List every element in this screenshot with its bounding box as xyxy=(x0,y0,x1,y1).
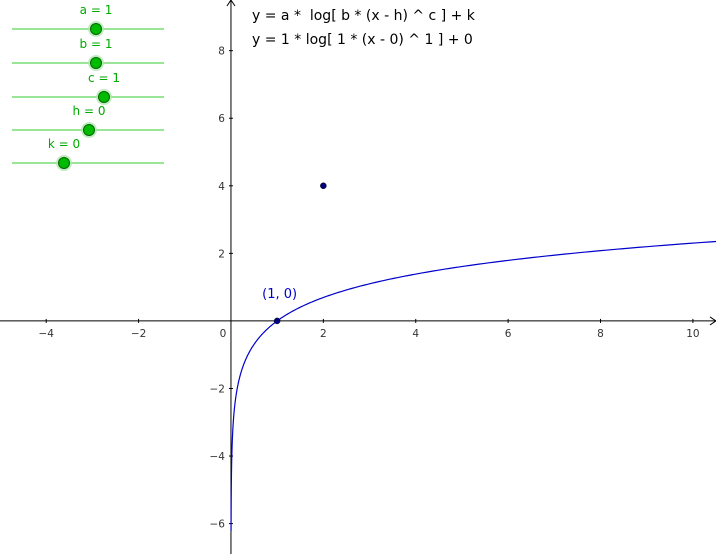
x-tick-label: 2 xyxy=(320,328,327,340)
slider-label: a = 1 xyxy=(80,3,113,17)
y-axis-arrow xyxy=(226,0,236,7)
x-tick-label: 4 xyxy=(412,328,419,340)
slider-knob[interactable] xyxy=(83,124,95,136)
slider-label: c = 1 xyxy=(88,71,120,85)
y-tick-label: −2 xyxy=(209,383,224,395)
general-formula: y = a * log[ b * (x - h) ^ c ] + k xyxy=(252,8,475,24)
x-tick-label: 8 xyxy=(597,328,604,340)
y-tick-label: −6 xyxy=(209,519,225,531)
slider-c[interactable]: c = 1 xyxy=(12,71,164,105)
slider-knob[interactable] xyxy=(98,91,110,103)
slider-label: h = 0 xyxy=(73,104,106,118)
point-label: (1, 0) xyxy=(262,287,297,302)
y-tick-label: −4 xyxy=(209,451,225,463)
x-tick-label: 0 xyxy=(220,328,227,340)
y-tick-label: 2 xyxy=(218,248,225,260)
sliders: a = 1 b = 1 c = 1 h = 0 k = 0 xyxy=(12,3,164,171)
point[interactable] xyxy=(273,317,281,325)
y-tick-label: 8 xyxy=(218,46,225,58)
slider-knob[interactable] xyxy=(90,23,102,35)
y-tick-label: 6 xyxy=(218,113,225,125)
slider-a[interactable]: a = 1 xyxy=(12,3,164,37)
slider-k[interactable]: k = 0 xyxy=(12,137,164,171)
slider-knob[interactable] xyxy=(58,157,70,169)
slider-b[interactable]: b = 1 xyxy=(12,37,164,71)
x-tick-label: −2 xyxy=(131,328,146,340)
x-tick-label: 6 xyxy=(505,328,512,340)
y-tick-label: 4 xyxy=(218,181,225,193)
x-ticks: −4 −2 0 2 4 6 8 10 xyxy=(38,318,700,340)
slider-label: b = 1 xyxy=(80,37,113,51)
y-ticks: −6 −4 −2 2 4 6 8 xyxy=(209,46,233,531)
point[interactable] xyxy=(320,182,327,190)
log-curve[interactable] xyxy=(230,240,716,531)
points: (1, 0) xyxy=(262,182,327,325)
slider-knob[interactable] xyxy=(90,57,102,69)
x-tick-label: 10 xyxy=(686,328,699,340)
x-tick-label: −4 xyxy=(38,328,54,340)
slider-label: k = 0 xyxy=(48,137,80,151)
specific-formula: y = 1 * log[ 1 * (x - 0) ^ 1 ] + 0 xyxy=(252,32,473,48)
x-axis-arrow xyxy=(709,316,716,326)
slider-h[interactable]: h = 0 xyxy=(12,104,164,138)
